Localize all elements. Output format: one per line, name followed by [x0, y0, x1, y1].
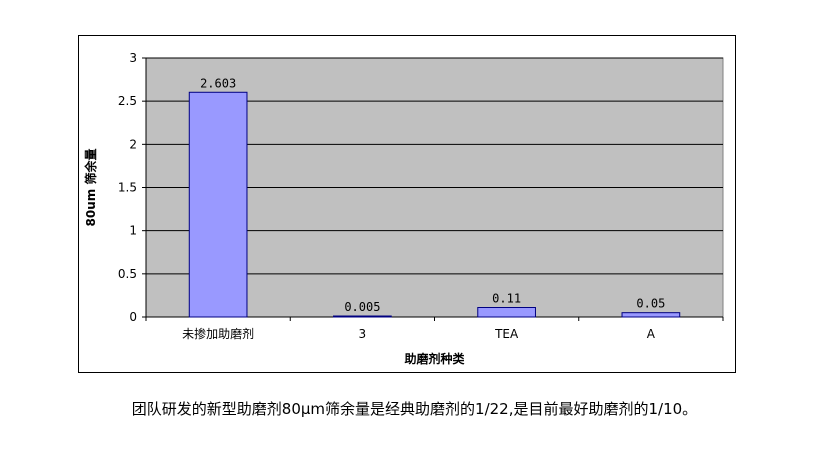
- data-label: 0.005: [344, 300, 380, 314]
- x-axis: 未掺加助磨剂 3 TEA A: [145, 316, 724, 341]
- bar: [333, 315, 392, 318]
- data-label: 2.603: [200, 76, 236, 90]
- y-tick-label: 0: [129, 310, 137, 324]
- x-tick-label: TEA: [494, 327, 519, 341]
- y-tick-label: 2: [129, 137, 137, 151]
- x-tick-label: 未掺加助磨剂: [182, 326, 254, 341]
- bar: [188, 91, 248, 318]
- x-tick-label: 3: [359, 327, 367, 341]
- x-axis-title: 助磨剂种类: [404, 351, 465, 366]
- y-axis-title: 80um 筛余量: [83, 149, 98, 227]
- bar: [477, 307, 536, 318]
- y-axis: 0 0.5 1 1.5 2 2.5 3: [118, 51, 147, 324]
- bar-chart: 0 0.5 1 1.5 2 2.5 3 未掺加助磨剂 3 TEA A 2.603 0.005 0.11…: [83, 51, 724, 366]
- y-tick-label: 3: [129, 51, 137, 65]
- x-tick-label: A: [647, 327, 656, 341]
- bar: [621, 312, 681, 318]
- data-label: 0.05: [636, 297, 665, 311]
- y-tick-label: 0.5: [118, 267, 137, 281]
- data-labels: 2.603 0.005 0.11 0.05: [200, 76, 665, 314]
- bars: [188, 91, 681, 318]
- data-label: 0.11: [492, 292, 521, 306]
- caption: 团队研发的新型助磨剂80μm筛余量是经典助磨剂的1/22,是目前最好助磨剂的1/…: [131, 400, 698, 418]
- y-tick-label: 1.5: [118, 181, 137, 195]
- chart-frame: 0 0.5 1 1.5 2 2.5 3 未掺加助磨剂 3 TEA A 2.603 0.005 0.11…: [78, 35, 736, 373]
- y-tick-label: 1: [129, 224, 137, 238]
- y-tick-label: 2.5: [118, 94, 137, 108]
